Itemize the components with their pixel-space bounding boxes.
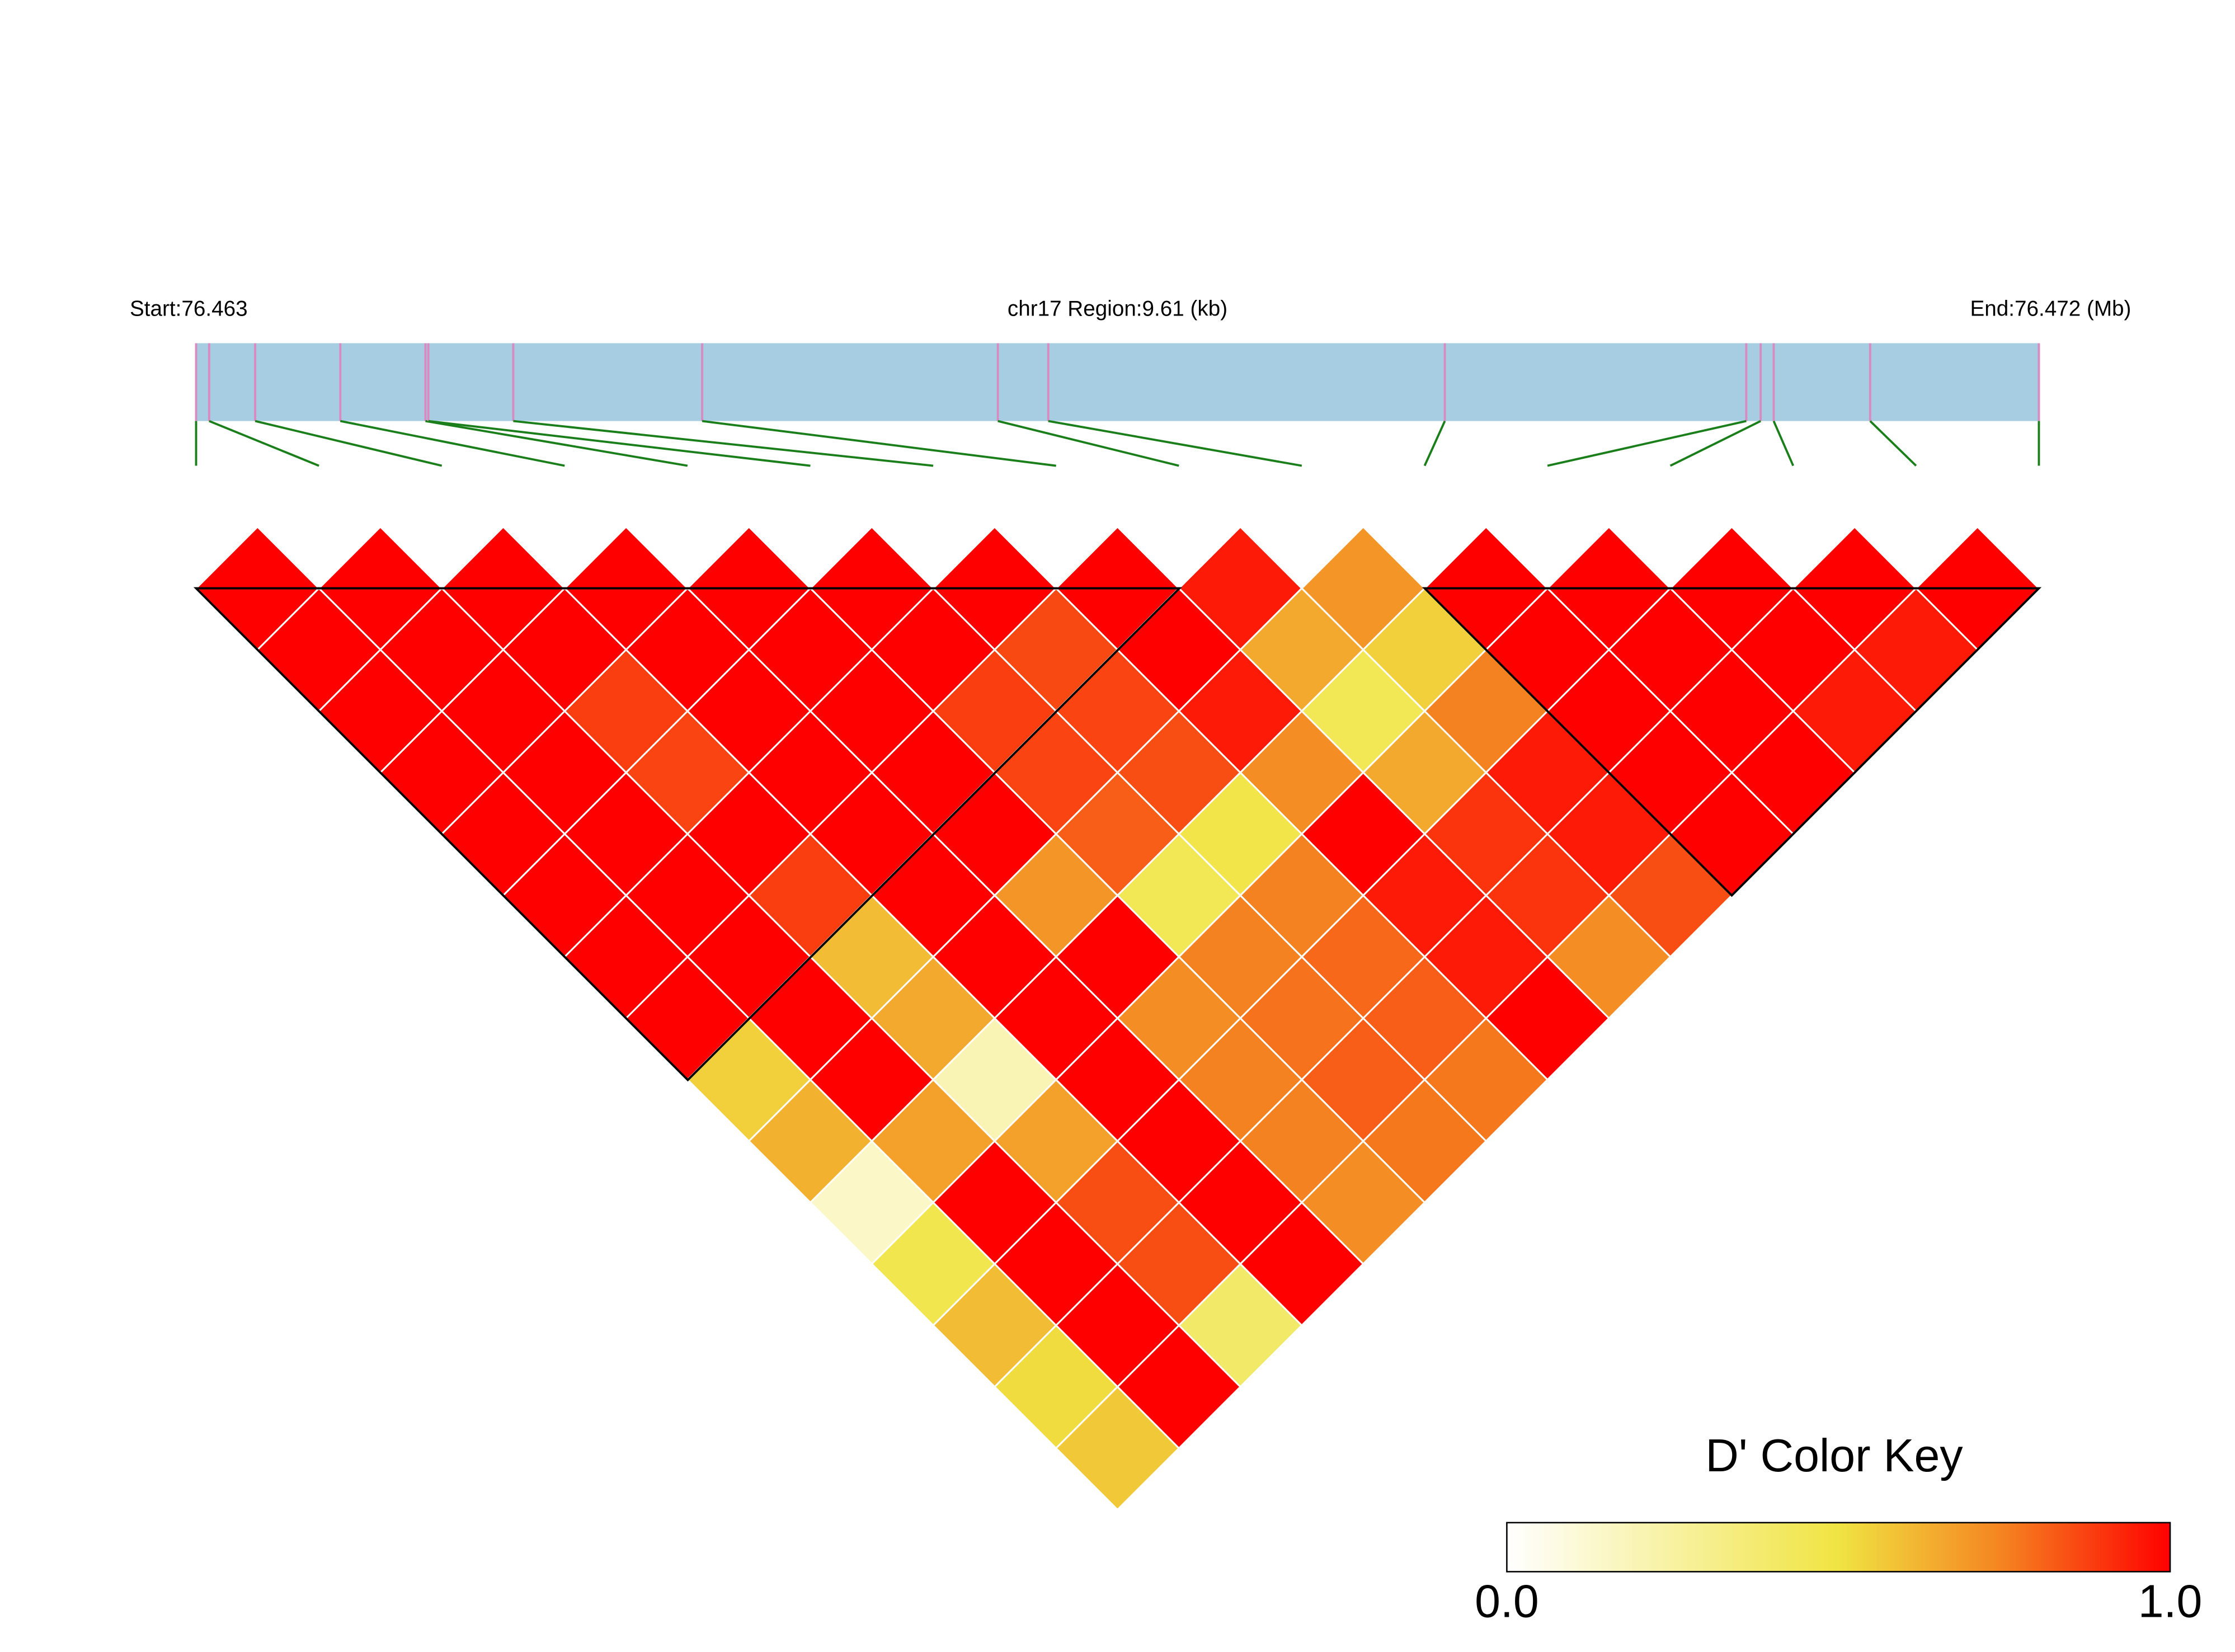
snp-connector <box>702 420 1056 467</box>
snp-connector <box>340 420 565 467</box>
snp-connector <box>1423 420 1446 467</box>
legend-tick-label: 0.0 <box>1475 1575 1539 1627</box>
snp-connector <box>209 420 319 467</box>
end-label: End:76.472 (Mb) <box>1970 296 2131 321</box>
block <box>193 587 1182 1082</box>
legend-tick-label: 1.0 <box>2138 1575 2203 1627</box>
start-label: Start:76.463 <box>130 296 248 321</box>
color-key <box>1506 1522 2171 1573</box>
snp-connector <box>1772 420 1795 467</box>
snp-connector <box>997 420 1179 467</box>
snp-connector <box>425 420 688 467</box>
snp-connector <box>1048 420 1302 467</box>
gene-bar <box>196 343 2039 421</box>
snp-connector <box>513 420 934 467</box>
snp-connector <box>428 420 811 467</box>
snp-connector <box>255 420 443 467</box>
ld-cell <box>1055 1385 1180 1511</box>
snp-connector <box>1547 420 1747 467</box>
legend-ticks: 0.0 1.0 <box>1475 1575 2202 1627</box>
snp-connector <box>1669 420 1761 467</box>
snp-connector <box>1869 420 1917 467</box>
region-label: chr17 Region:9.61 (kb) <box>1008 296 1227 321</box>
legend-title: D' Color Key <box>1705 1430 1963 1481</box>
block <box>1422 587 2042 897</box>
snp-group <box>195 343 2040 467</box>
heatmap <box>195 525 2040 1511</box>
block-outlines <box>193 587 2042 1082</box>
